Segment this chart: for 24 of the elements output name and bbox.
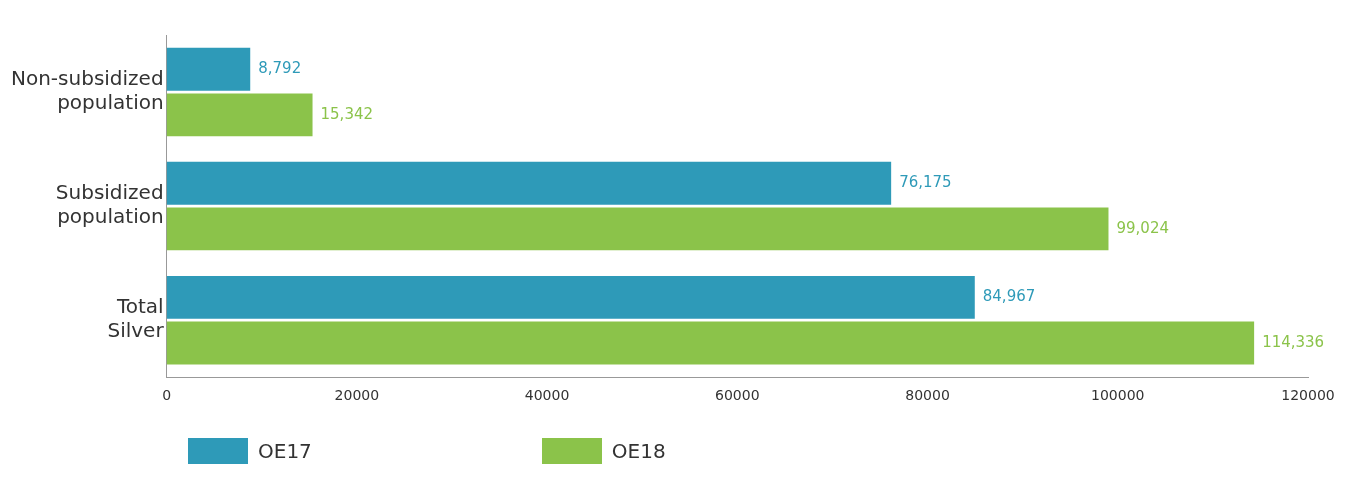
bar [166, 275, 975, 319]
y-tick-label: Non-subsidized population [11, 66, 164, 115]
x-tick-label: 60000 [715, 387, 760, 404]
data-label: 84,967 [982, 287, 1036, 306]
data-label: 99,024 [1116, 218, 1169, 237]
bar [166, 161, 892, 205]
data-label: 76,175 [899, 173, 952, 192]
data-label: 15,342 [320, 104, 374, 123]
y-tick-label: Subsidized population [55, 180, 164, 229]
y-tick-label: Total Silver [107, 294, 165, 343]
x-tick-label: 0 [162, 387, 172, 404]
x-tick-label: 80000 [905, 387, 950, 404]
x-tick-label: 20000 [334, 387, 380, 404]
bar [166, 321, 1255, 365]
legend-label: OE17 [258, 439, 312, 463]
legend-label: OE18 [611, 439, 666, 463]
x-tick-label: 100000 [1091, 387, 1145, 404]
bar [166, 207, 1109, 251]
bar [166, 47, 251, 91]
bar [166, 93, 313, 137]
data-label: 114,336 [1262, 332, 1325, 351]
data-label: 8,792 [258, 59, 302, 78]
x-tick-label: 120000 [1281, 387, 1335, 404]
x-tick-label: 40000 [524, 387, 570, 404]
